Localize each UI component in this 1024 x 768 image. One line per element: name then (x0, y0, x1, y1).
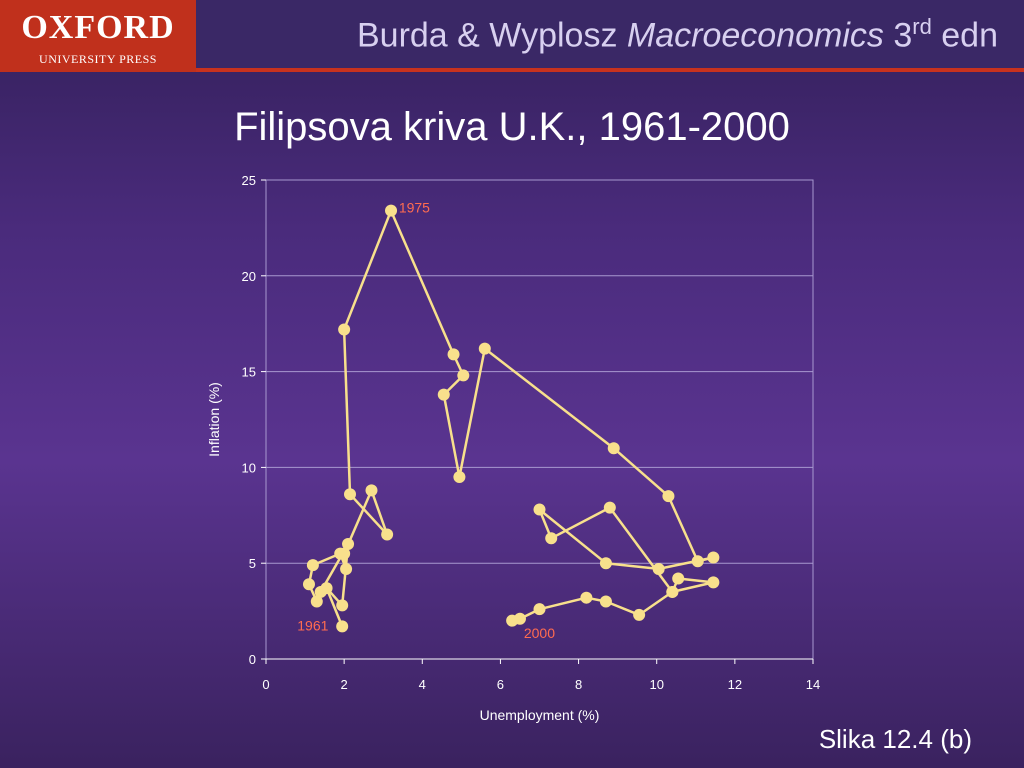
series-line (307, 209, 715, 627)
data-point (666, 585, 679, 598)
y-axis-ticks: 0 5 10 15 20 25 (242, 173, 266, 667)
y-tick-label: 0 (249, 652, 256, 667)
y-tick-label: 25 (242, 173, 256, 188)
logo-wordmark: OXFORD (21, 9, 175, 46)
x-tick-label: 6 (497, 677, 504, 692)
data-point (338, 547, 351, 560)
point-annotation: 1975 (399, 200, 430, 216)
data-point (506, 614, 519, 627)
data-point (342, 538, 355, 551)
data-point (340, 562, 353, 575)
data-point (607, 442, 620, 455)
x-axis-title: Unemployment (%) (480, 707, 600, 723)
data-point (457, 369, 470, 382)
header-divider (0, 68, 1024, 72)
data-point (599, 557, 612, 570)
data-point (338, 323, 351, 336)
x-tick-label: 8 (575, 677, 582, 692)
data-point (707, 576, 720, 589)
x-axis-ticks: 0 2 4 6 8 10 12 14 (262, 658, 820, 692)
book-title: Burda & Wyplosz Macroeconomics 3rd edn (357, 14, 998, 55)
data-point (306, 559, 319, 572)
data-point (344, 488, 357, 501)
data-point (599, 595, 612, 608)
oxford-logo: OXFORD UNIVERSITY PRESS (0, 0, 196, 72)
data-point (453, 470, 466, 483)
data-point (707, 551, 720, 564)
data-point (447, 348, 460, 361)
book-edition-suffix: edn (931, 16, 998, 55)
data-point (652, 562, 665, 575)
book-authors: Burda & Wyplosz (356, 16, 627, 55)
data-point (336, 599, 349, 612)
slide-title: Filipsova kriva U.K., 1961-2000 (234, 105, 790, 149)
data-point (533, 503, 546, 516)
data-point (336, 620, 349, 633)
point-annotations: 1961 1975 2000 (297, 200, 555, 641)
series-points (302, 204, 720, 633)
data-point (314, 585, 327, 598)
figure-caption: Slika 12.4 (b) (818, 724, 972, 754)
data-point (478, 342, 491, 355)
y-axis-title: Inflation (%) (206, 382, 222, 457)
data-point (545, 532, 558, 545)
data-point (381, 528, 394, 541)
x-tick-label: 12 (728, 677, 742, 692)
data-point (662, 490, 675, 503)
data-point (437, 388, 450, 401)
x-tick-label: 0 (262, 677, 269, 692)
y-tick-label: 10 (242, 460, 256, 475)
x-tick-label: 4 (419, 677, 426, 692)
data-point (633, 608, 646, 621)
data-point (580, 591, 593, 604)
book-name: Macroeconomics (626, 16, 884, 55)
x-tick-label: 10 (649, 677, 663, 692)
data-point (691, 555, 704, 568)
book-edition-superscript: rd (912, 14, 932, 39)
point-annotation: 1961 (297, 617, 328, 633)
data-point (672, 572, 685, 585)
y-tick-label: 20 (242, 269, 256, 284)
data-point (533, 603, 546, 616)
data-point (310, 595, 323, 608)
y-tick-label: 5 (249, 556, 256, 571)
logo-subtitle: UNIVERSITY PRESS (39, 52, 157, 66)
book-edition-number: 3 (883, 16, 913, 55)
data-point (385, 204, 398, 217)
data-point (603, 501, 616, 514)
x-tick-label: 2 (341, 677, 348, 692)
data-point (365, 484, 378, 497)
data-point (302, 578, 315, 591)
y-tick-label: 15 (242, 365, 256, 380)
point-annotation: 2000 (524, 625, 555, 641)
x-tick-label: 14 (806, 677, 820, 692)
